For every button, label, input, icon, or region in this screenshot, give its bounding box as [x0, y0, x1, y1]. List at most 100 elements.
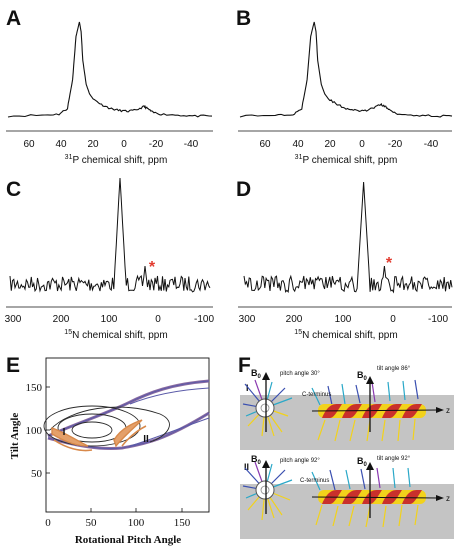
tick-label: -20: [388, 139, 403, 150]
asterisk-marker: *: [386, 255, 393, 272]
helix-axis: [311, 496, 439, 499]
panel-f: F I: [238, 354, 454, 539]
spectrum-line: [243, 181, 453, 294]
tick-label: -40: [424, 139, 439, 150]
arrow-head-icon: [366, 376, 374, 384]
tick-label: 40: [292, 139, 304, 150]
panel-letter-e: E: [6, 354, 20, 377]
x-tick-labels: 300 200 100 0 -100: [239, 314, 449, 325]
arrow-head-icon: [436, 407, 444, 413]
z-axis-label: z: [446, 494, 450, 503]
tick-label: 150: [26, 382, 43, 394]
c-terminus-label: C-terminus: [300, 478, 329, 484]
tick-label: 300: [239, 314, 256, 325]
pitch-angle-label: pitch angle 92°: [280, 458, 320, 464]
tick-label: 60: [23, 139, 35, 150]
panel-b: B 60 40 20 0 -20 -40 31P chemical shift,…: [236, 7, 453, 166]
tick-label: 50: [86, 517, 98, 529]
b0-label-left: B0: [251, 454, 262, 466]
tick-label: 100: [128, 517, 145, 529]
helix-end-view: [242, 461, 293, 521]
tick-label: 0: [45, 517, 51, 529]
axis-title-text: P chemical shift, ppm: [72, 155, 167, 166]
axis-title-text: N chemical shift, ppm: [302, 330, 398, 341]
axis-title-text: P chemical shift, ppm: [302, 155, 397, 166]
plot-frame: [45, 357, 210, 513]
tick-label: 0: [359, 139, 365, 150]
isotope-superscript: 15: [64, 329, 72, 336]
region-label-ii: II: [143, 434, 149, 445]
contour-curve: [49, 406, 170, 443]
spectrum-line: [9, 177, 211, 293]
isotope-superscript: 31: [65, 154, 73, 161]
tick-label: 20: [324, 139, 336, 150]
x-axis-title: 15N chemical shift, ppm: [294, 329, 397, 341]
arrow-head-icon: [262, 460, 270, 468]
contour-ellipse: [71, 421, 113, 439]
tick-label: 100: [26, 425, 43, 437]
b0-label-right: B0: [357, 456, 368, 468]
tick-label: -40: [184, 139, 199, 150]
tick-label: 100: [335, 314, 352, 325]
tick-label: 0: [155, 314, 161, 325]
tick-label: -20: [149, 139, 164, 150]
asterisk-marker: *: [149, 259, 156, 276]
panel-c: C * 300 200 100 0 -100 15N chemical shif…: [5, 177, 215, 341]
solution-region-ii: [113, 419, 143, 448]
row-label-i: I: [246, 383, 249, 393]
arrow-head-icon: [262, 372, 270, 380]
isotope-superscript: 31: [295, 154, 303, 161]
x-axis-title: 31P chemical shift, ppm: [65, 154, 168, 166]
x-axis-title: 15N chemical shift, ppm: [64, 329, 167, 341]
model-row-ii: II: [240, 454, 454, 539]
y-axis-title: Tilt Angle: [9, 413, 21, 460]
solution-region-i: [51, 427, 89, 447]
panel-letter-d: D: [236, 178, 251, 201]
tick-label: 200: [53, 314, 70, 325]
panel-e: E 50 100 150 0 50 100 150 Rotational Pit…: [6, 354, 210, 546]
panel-letter-c: C: [6, 178, 21, 201]
panel-letter-f: F: [238, 354, 251, 377]
row-label-ii: II: [244, 462, 249, 472]
tick-label: 60: [259, 139, 271, 150]
panel-letter-a: A: [6, 7, 21, 30]
x-axis-title: Rotational Pitch Angle: [75, 534, 181, 546]
arrow-head-icon: [436, 495, 444, 501]
tilt-angle-label: tilt angle 92°: [377, 456, 411, 462]
arrow-head-icon: [366, 462, 374, 470]
tick-label: 40: [55, 139, 67, 150]
x-tick-labels: 60 40 20 0 -20 -40: [259, 139, 438, 150]
z-axis-label: z: [446, 406, 450, 415]
spectrum-line: [7, 21, 213, 118]
tick-label: 0: [121, 139, 127, 150]
b0-label-right: B0: [357, 370, 368, 382]
contour-curve: [47, 380, 210, 437]
pitch-angle-label: pitch angle 30°: [280, 371, 320, 377]
helix-axis: [311, 409, 439, 412]
tick-label: 20: [87, 139, 99, 150]
tick-label: 150: [174, 517, 191, 529]
spectrum-line: [239, 21, 453, 118]
x-ticks: 0 50 100 150: [45, 508, 191, 529]
panel-letter-b: B: [236, 7, 251, 30]
tilt-angle-label: tilt angle 86°: [377, 366, 411, 372]
y-ticks: 50 100 150: [26, 382, 50, 480]
x-tick-labels: 60 40 20 0 -20 -40: [23, 139, 198, 150]
tick-label: 0: [390, 314, 396, 325]
isotope-superscript: 15: [294, 329, 302, 336]
solution-region-ii: [121, 425, 147, 447]
contour-ellipse: [43, 405, 141, 447]
region-label-i: I: [63, 427, 66, 438]
tick-label: 200: [286, 314, 303, 325]
tick-label: 100: [101, 314, 118, 325]
solution-region-i: [53, 439, 93, 452]
axis-title-text: N chemical shift, ppm: [72, 330, 168, 341]
x-axis-title: 31P chemical shift, ppm: [295, 154, 398, 166]
c-terminus-label: C-terminus: [302, 392, 331, 398]
tick-label: 50: [31, 468, 43, 480]
b0-label-left: B0: [251, 368, 262, 380]
contour-set: [43, 379, 210, 452]
x-tick-labels: 300 200 100 0 -100: [5, 314, 215, 325]
panel-d: D * 300 200 100 0 -100 15N chemical shif…: [236, 178, 453, 341]
